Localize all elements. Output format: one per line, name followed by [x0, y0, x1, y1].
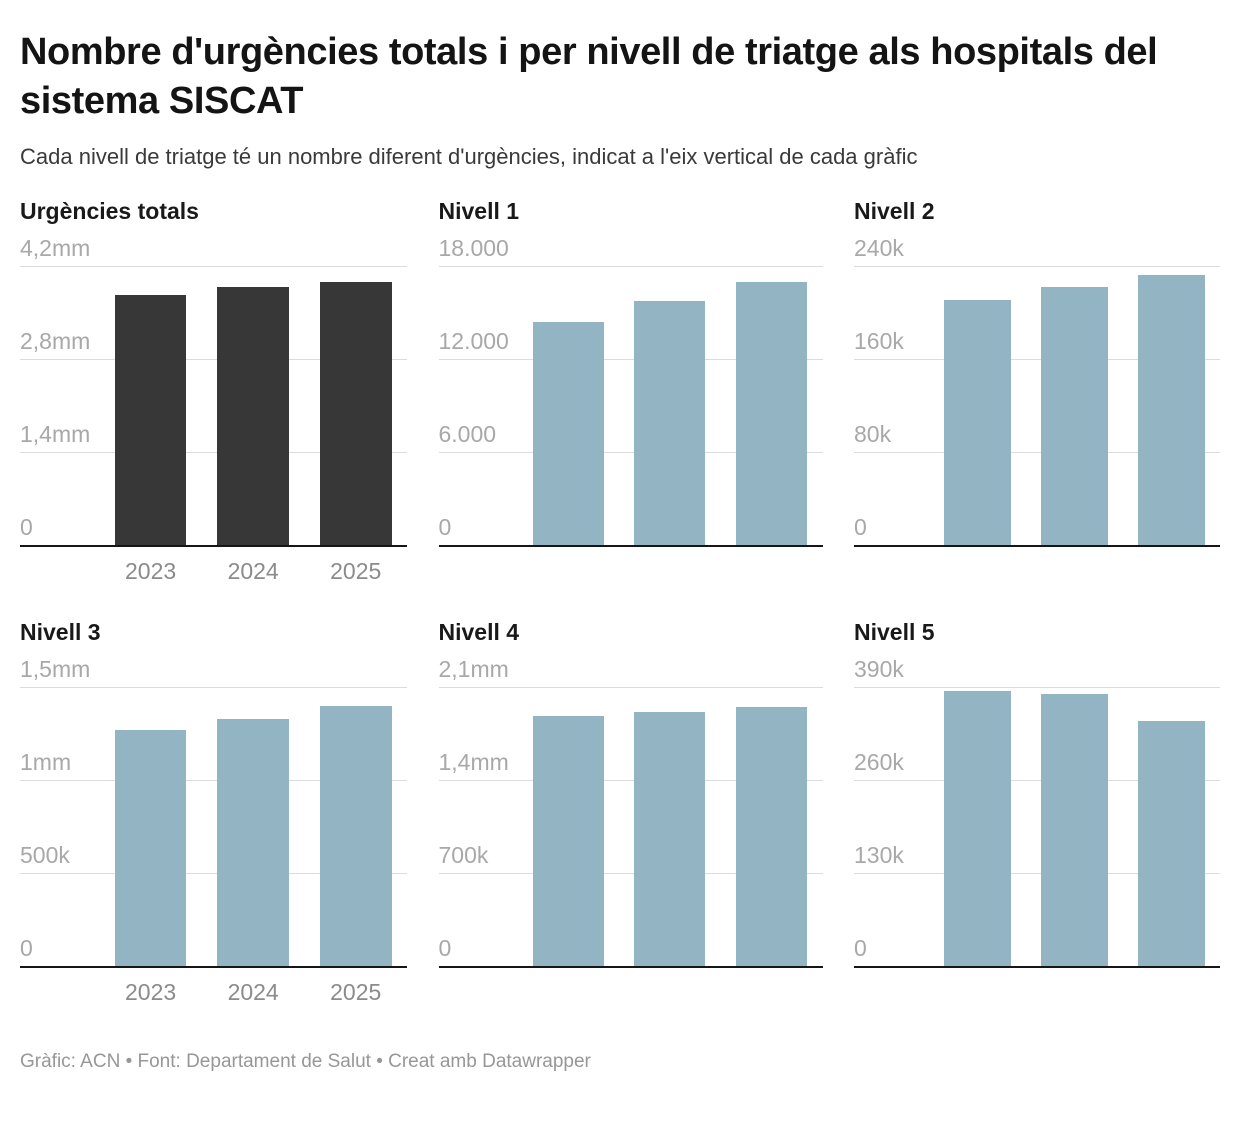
plot-area: 240k 160k 80k 0 [854, 235, 1220, 547]
plot-area: 4,2mm 2,8mm 1,4mm 0 [20, 235, 407, 547]
page-subtitle: Cada nivell de triatge té un nombre dife… [20, 144, 918, 169]
bar-2024[interactable] [217, 718, 289, 966]
y-tick-label: 18.000 [438, 235, 509, 261]
x-tick-label: 2024 [227, 979, 279, 1005]
bar-2023[interactable] [943, 690, 1012, 966]
x-axis-labels: 2023 2024 2025 [20, 968, 407, 1006]
gridline [20, 687, 407, 688]
bar-2025[interactable] [736, 282, 808, 545]
plot-area: 390k 260k 130k 0 [854, 656, 1220, 968]
y-tick-label: 0 [20, 514, 33, 540]
bar-2025[interactable] [1137, 275, 1206, 545]
y-tick-label: 2,8mm [20, 328, 91, 355]
page-footer: Gràfic: ACN • Font: Departament de Salut… [20, 1050, 1220, 1074]
bar-2025[interactable] [736, 706, 808, 966]
y-tick-label: 260k [854, 749, 904, 776]
x-axis-labels: 2023 2024 2025 [20, 547, 407, 585]
bar-2023[interactable] [114, 295, 187, 545]
y-tick-label: 0 [20, 935, 33, 961]
bar-2025[interactable] [319, 281, 392, 545]
gridline [438, 780, 823, 781]
y-tick-label: 240k [854, 235, 904, 261]
bar-2023[interactable] [532, 716, 604, 966]
x-tick-label: 2023 [125, 979, 177, 1005]
y-tick-label: 700k [438, 842, 489, 869]
x-tick-label: 2025 [330, 979, 382, 1005]
gridline [854, 452, 1220, 453]
chart-urgencies-totals: Urgències totals 4,2mm 2,8mm 1,4mm 0 2023 2024… [20, 197, 407, 585]
bar-2025[interactable] [1137, 721, 1206, 966]
y-tick-label: 500k [20, 842, 70, 869]
y-tick-label: 390k [854, 656, 904, 682]
gridline [854, 873, 1220, 874]
x-axis-labels [439, 547, 823, 585]
chart-heading: Nivell 1 [438, 198, 520, 224]
chart-nivell-3: Nivell 3 1,5mm 1mm 500k 0 2023 2024 2025 [20, 618, 407, 1006]
credits-text: Gràfic: ACN • Font: Departament de Salut… [20, 1051, 591, 1072]
chart-nivell-2: Nivell 2 240k 160k 80k 0 [854, 197, 1220, 585]
gridline [438, 266, 823, 267]
plot-area: 1,5mm 1mm 500k 0 [20, 656, 407, 968]
y-tick-label: 6.000 [438, 421, 497, 448]
gridline [20, 873, 407, 874]
gridline [438, 873, 823, 874]
charts-area: Urgències totals 4,2mm 2,8mm 1,4mm 0 2023 2024… [20, 197, 1220, 1006]
bar-2024[interactable] [1040, 694, 1109, 966]
y-tick-label: 1mm [20, 749, 72, 776]
charts-grid: Urgències totals 4,2mm 2,8mm 1,4mm 0 2023 2024… [20, 197, 1220, 1006]
bar-2024[interactable] [1040, 286, 1109, 545]
chart-nivell-1: Nivell 1 18.000 12.000 6.000 0 [438, 197, 823, 585]
y-tick-label: 0 [854, 935, 867, 961]
gridline [438, 452, 823, 453]
y-tick-label: 0 [854, 514, 867, 540]
bar-2024[interactable] [634, 300, 706, 545]
x-axis-labels [854, 968, 1220, 1006]
chart-heading: Nivell 4 [438, 619, 520, 645]
y-tick-label: 12.000 [438, 328, 509, 355]
chart-nivell-5: Nivell 5 390k 260k 130k 0 [854, 618, 1220, 1006]
x-axis-labels [854, 547, 1220, 585]
y-tick-label: 1,4mm [20, 421, 91, 448]
gridline [854, 780, 1220, 781]
gridline [20, 266, 407, 267]
y-tick-label: 0 [438, 935, 452, 961]
gridline [854, 266, 1220, 267]
x-axis-labels [439, 968, 823, 1006]
chart-heading: Nivell 3 [20, 619, 101, 645]
x-tick-label: 2025 [330, 558, 382, 584]
gridline [20, 359, 407, 360]
chart-nivell-4: Nivell 4 2,1mm 1,4mm 700k 0 [438, 618, 823, 1006]
chart-heading: Nivell 5 [854, 619, 935, 645]
bar-2024[interactable] [634, 712, 706, 966]
bar-2023[interactable] [114, 729, 187, 966]
gridline [438, 359, 823, 360]
chart-heading: Nivell 2 [854, 198, 935, 224]
gridline [854, 687, 1220, 688]
y-tick-label: 130k [854, 842, 904, 869]
y-tick-label: 1,4mm [438, 749, 509, 776]
gridline [20, 780, 407, 781]
y-tick-label: 2,1mm [438, 656, 509, 682]
y-tick-label: 1,5mm [20, 656, 91, 682]
bar-2024[interactable] [217, 287, 289, 545]
bar-2023[interactable] [943, 299, 1012, 545]
gridline [438, 687, 823, 688]
plot-area: 2,1mm 1,4mm 700k 0 [438, 656, 823, 968]
y-tick-label: 80k [854, 421, 892, 448]
bar-2025[interactable] [319, 705, 392, 966]
gridline [20, 452, 407, 453]
page-title: Nombre d'urgències totals i per nivell d… [20, 31, 1158, 122]
plot-area: 18.000 12.000 6.000 0 [438, 235, 823, 547]
x-tick-label: 2024 [227, 558, 279, 584]
y-tick-label: 4,2mm [20, 235, 91, 261]
bar-2023[interactable] [532, 321, 604, 545]
chart-heading: Urgències totals [20, 198, 199, 224]
x-tick-label: 2023 [125, 558, 177, 584]
y-tick-label: 160k [854, 328, 904, 355]
gridline [854, 359, 1220, 360]
page-header: Nombre d'urgències totals i per nivell d… [20, 28, 1220, 170]
y-tick-label: 0 [438, 514, 452, 540]
